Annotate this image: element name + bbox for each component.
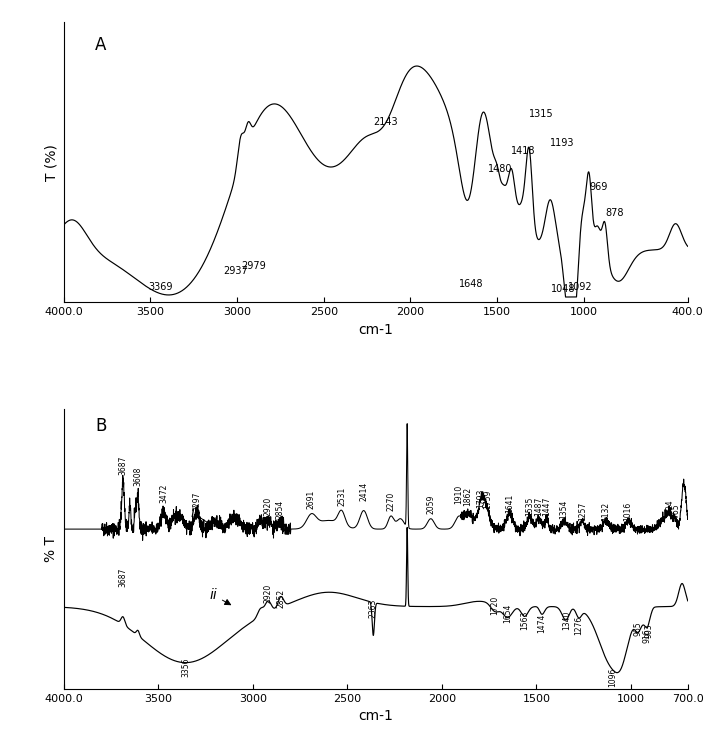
Text: 2414: 2414 <box>359 482 368 501</box>
Text: 3608: 3608 <box>133 467 143 486</box>
Text: 3356: 3356 <box>181 658 190 677</box>
Text: 2143: 2143 <box>374 117 398 127</box>
Text: 1096: 1096 <box>608 668 618 688</box>
Text: 878: 878 <box>605 208 623 218</box>
Text: 1016: 1016 <box>623 501 632 521</box>
Text: 2363: 2363 <box>369 599 378 618</box>
Text: 765: 765 <box>671 503 680 517</box>
Text: 1862: 1862 <box>464 487 472 506</box>
Text: 794: 794 <box>666 500 674 515</box>
Text: 1720: 1720 <box>491 596 499 615</box>
Text: 1340: 1340 <box>562 611 571 630</box>
Text: 916: 916 <box>642 628 652 643</box>
Text: 1447: 1447 <box>542 496 551 516</box>
Text: 1654: 1654 <box>503 604 512 623</box>
Text: A: A <box>95 36 106 54</box>
Text: 1276: 1276 <box>574 616 584 635</box>
Text: 2691: 2691 <box>307 490 316 509</box>
Text: 1418: 1418 <box>511 146 536 155</box>
Text: 1487: 1487 <box>535 497 543 516</box>
Text: 1193: 1193 <box>550 138 575 148</box>
Text: 2854: 2854 <box>276 500 285 519</box>
Text: 1563: 1563 <box>520 611 529 630</box>
Text: 1048: 1048 <box>551 284 576 295</box>
Text: 1480: 1480 <box>489 164 513 174</box>
Text: B: B <box>95 417 106 435</box>
Text: ii: ii <box>209 588 230 605</box>
X-axis label: cm-1: cm-1 <box>358 323 393 336</box>
Text: 903: 903 <box>645 623 654 638</box>
Text: 3297: 3297 <box>192 492 201 511</box>
Text: 1641: 1641 <box>506 493 514 512</box>
Text: 1793: 1793 <box>476 488 486 508</box>
X-axis label: cm-1: cm-1 <box>358 710 393 723</box>
Text: 1092: 1092 <box>568 281 593 292</box>
Text: 965: 965 <box>633 622 642 636</box>
Text: 3687: 3687 <box>118 455 128 475</box>
Text: 1648: 1648 <box>459 279 484 289</box>
Text: 1132: 1132 <box>601 501 610 521</box>
Text: 2920: 2920 <box>264 497 272 516</box>
Text: 2059: 2059 <box>426 495 435 515</box>
Text: 1535: 1535 <box>525 496 535 516</box>
Text: 1354: 1354 <box>559 500 569 519</box>
Text: 2852: 2852 <box>277 589 285 608</box>
Text: 3369: 3369 <box>149 281 173 292</box>
Text: 1315: 1315 <box>529 109 554 119</box>
Text: 2937: 2937 <box>223 266 248 276</box>
Text: 1474: 1474 <box>537 614 546 633</box>
Text: 969: 969 <box>589 183 608 192</box>
Text: 2920: 2920 <box>264 584 272 603</box>
Text: 2270: 2270 <box>386 492 396 511</box>
Y-axis label: T (%): T (%) <box>44 144 58 180</box>
Text: i: i <box>191 506 212 526</box>
Text: 1759: 1759 <box>483 490 492 509</box>
Text: 1910: 1910 <box>454 485 464 504</box>
Text: 3687: 3687 <box>118 567 128 587</box>
Text: 1257: 1257 <box>578 501 587 521</box>
Text: 2979: 2979 <box>241 261 265 270</box>
Y-axis label: % T: % T <box>44 536 58 562</box>
Text: 2531: 2531 <box>337 487 346 506</box>
Text: 3472: 3472 <box>159 483 168 503</box>
